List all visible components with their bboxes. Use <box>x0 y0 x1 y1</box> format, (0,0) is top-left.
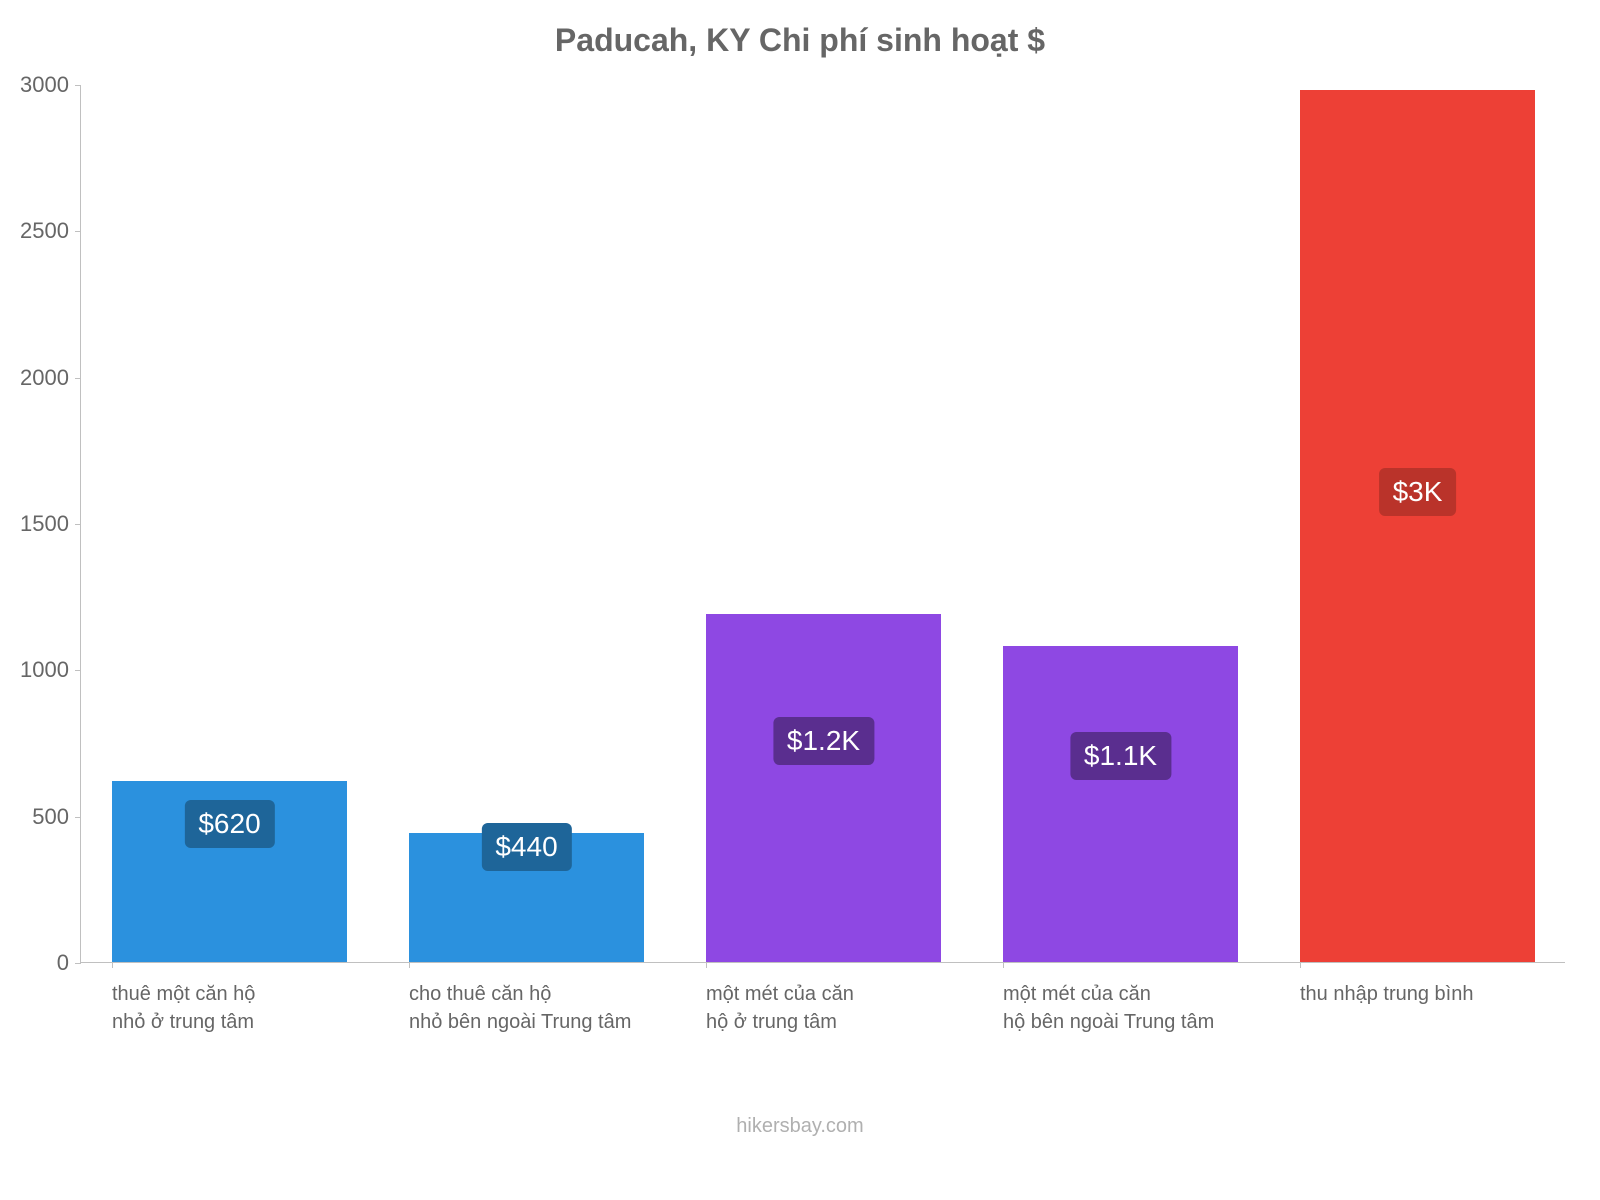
y-tick-label: 1000 <box>20 657 81 683</box>
x-axis-label-line: hộ ở trung tâm <box>706 1008 1001 1036</box>
x-axis-label-line: thu nhập trung bình <box>1300 980 1595 1008</box>
watermark-text: hikersbay.com <box>736 1115 863 1137</box>
x-axis-label: thu nhập trung bình <box>1300 962 1595 1008</box>
chart-title: Paducah, KY Chi phí sinh hoạt $ <box>0 22 1600 59</box>
bar <box>706 614 941 962</box>
x-axis-label: thuê một căn hộnhỏ ở trung tâm <box>112 962 407 1036</box>
plot-area: 050010001500200025003000$620thuê một căn… <box>80 85 1565 963</box>
x-axis-label-line: một mét của căn <box>1003 980 1298 1008</box>
x-axis-label-line: thuê một căn hộ <box>112 980 407 1008</box>
x-axis-label-line: hộ bên ngoài Trung tâm <box>1003 1008 1298 1036</box>
chart-title-text: Paducah, KY Chi phí sinh hoạt $ <box>555 22 1045 58</box>
bar-value-label: $440 <box>481 823 571 871</box>
x-axis-label-line: cho thuê căn hộ <box>409 980 704 1008</box>
x-axis-label-line: nhỏ ở trung tâm <box>112 1008 407 1036</box>
y-tick-label: 2500 <box>20 218 81 244</box>
watermark: hikersbay.com <box>0 1115 1600 1138</box>
bar-value-label: $1.2K <box>773 717 874 765</box>
x-axis-label: một mét của cănhộ ở trung tâm <box>706 962 1001 1036</box>
bar-value-label: $3K <box>1379 468 1457 516</box>
y-tick-label: 2000 <box>20 365 81 391</box>
y-tick-label: 3000 <box>20 72 81 98</box>
y-tick-label: 1500 <box>20 511 81 537</box>
bar-value-label: $1.1K <box>1070 732 1171 780</box>
y-tick-label: 0 <box>57 950 81 976</box>
chart-container: Paducah, KY Chi phí sinh hoạt $ 05001000… <box>0 0 1600 1200</box>
x-axis-label: cho thuê căn hộnhỏ bên ngoài Trung tâm <box>409 962 704 1036</box>
x-axis-label: một mét của cănhộ bên ngoài Trung tâm <box>1003 962 1298 1036</box>
x-axis-label-line: nhỏ bên ngoài Trung tâm <box>409 1008 704 1036</box>
bar <box>1300 90 1535 962</box>
bar <box>1003 646 1238 962</box>
bar-value-label: $620 <box>184 800 274 848</box>
x-axis-label-line: một mét của căn <box>706 980 1001 1008</box>
y-tick-label: 500 <box>32 804 81 830</box>
